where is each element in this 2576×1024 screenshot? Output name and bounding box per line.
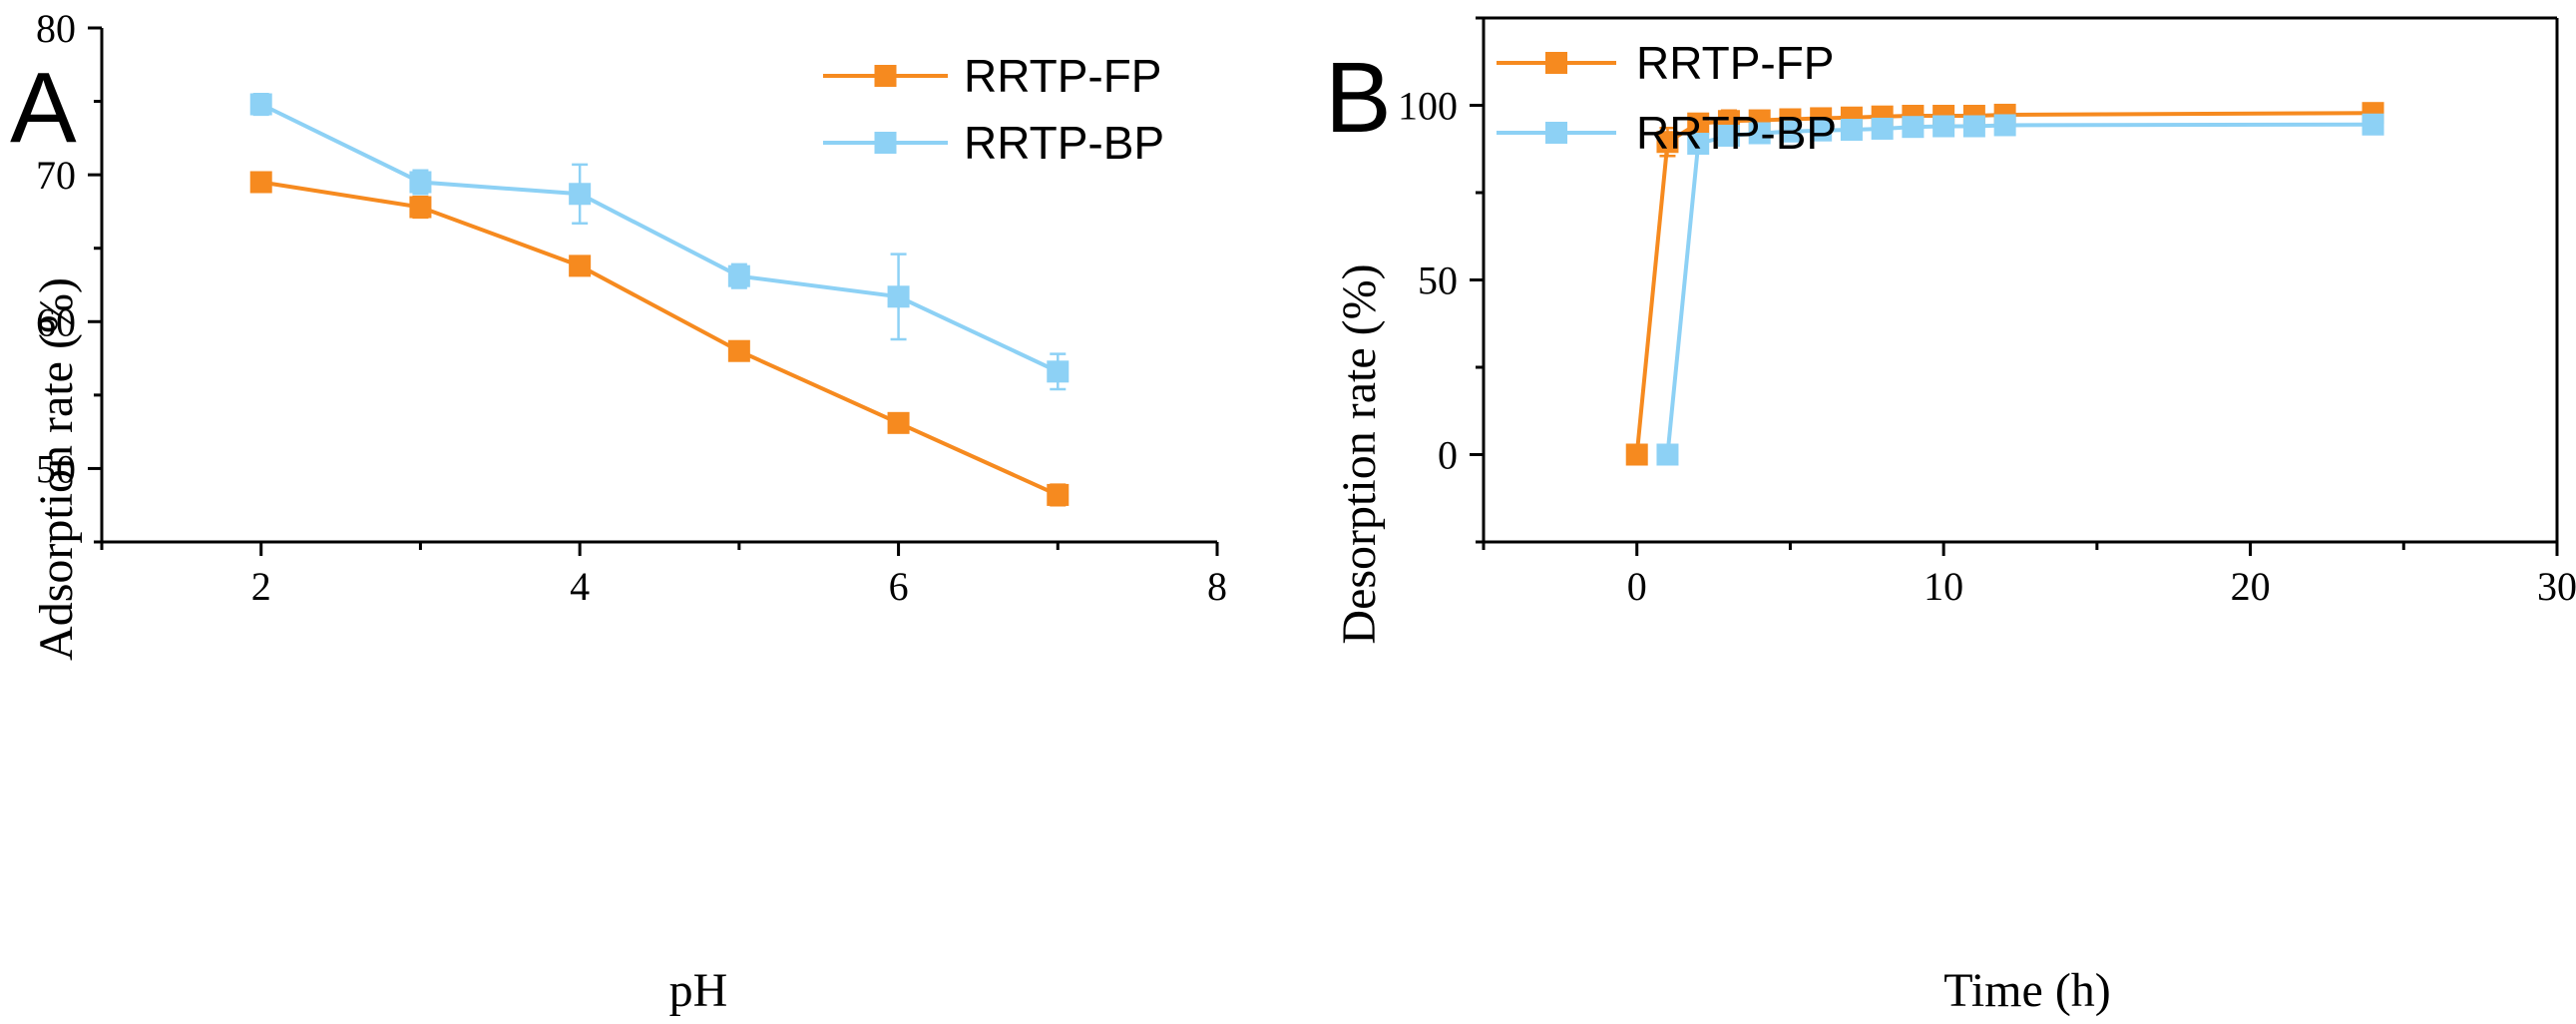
x-tick-label: 2	[251, 564, 271, 609]
data-point-bp	[569, 183, 592, 206]
panel-b-axes: 0 10 20 30 0 50 100	[1398, 16, 2576, 609]
series-line-fp	[260, 180, 1060, 497]
panel-a-label: A	[10, 52, 77, 164]
data-point-fp	[249, 171, 272, 194]
y-tick-label: 70	[36, 153, 76, 198]
panel-a: A 2 4 6 8 50 60 70 80 pH Adsorption rate (%) RR…	[10, 6, 1227, 1017]
series-line-bp	[259, 102, 1060, 374]
y-tick-label: 0	[1438, 433, 1458, 478]
data-point-fp	[887, 411, 910, 434]
legend-fp-label-b: RRTP-FP	[1636, 37, 1835, 89]
panel-a-x-axis-title: pH	[669, 964, 728, 1017]
data-point-bp	[887, 285, 910, 308]
legend-bp-marker-b	[1545, 122, 1567, 144]
data-point-bp	[1810, 119, 1833, 142]
data-point-fp	[1625, 443, 1648, 466]
panel-b-legend: RRTP-FP RRTP-BP	[1497, 37, 1837, 159]
panel-b-x-axis-title: Time (h)	[1943, 964, 2111, 1017]
data-point-bp	[2361, 113, 2384, 136]
data-point-bp	[1993, 114, 2016, 137]
series-line-fp	[1634, 111, 2373, 455]
data-point-fp	[409, 196, 432, 219]
legend-fp-marker-b	[1545, 52, 1567, 74]
data-point-fp	[727, 339, 750, 362]
panel-b-label: B	[1325, 42, 1392, 154]
data-point-fp	[569, 255, 592, 277]
data-point-bp	[1717, 124, 1740, 147]
legend-bp-marker-a	[874, 132, 897, 154]
panel-b-plot	[1625, 102, 2384, 466]
data-point-bp	[1748, 122, 1771, 145]
x-tick-label: 6	[889, 564, 909, 609]
y-tick-label: 50	[1418, 258, 1458, 303]
x-tick-label: 0	[1627, 564, 1647, 609]
x-tick-label: 10	[1924, 564, 1963, 609]
y-tick-label: 100	[1398, 84, 1458, 129]
data-point-bp	[1779, 120, 1802, 143]
data-point-bp	[727, 264, 750, 287]
data-point-bp	[1871, 117, 1894, 140]
data-point-bp	[1687, 133, 1710, 155]
series-line-bp	[1665, 122, 2373, 455]
x-tick-label: 30	[2537, 564, 2576, 609]
panel-a-axes: 2 4 6 8 50 60 70 80	[36, 6, 1227, 609]
x-tick-label: 4	[570, 564, 590, 609]
data-point-bp	[409, 171, 432, 194]
legend-fp-marker-a	[874, 65, 897, 87]
data-point-bp	[1932, 115, 1955, 138]
legend-bp-label-a: RRTP-BP	[964, 117, 1164, 169]
x-tick-label: 20	[2231, 564, 2271, 609]
data-point-fp	[1047, 483, 1070, 506]
panel-b: B 0 10 20 30 0 50 100 Time (h) Desorption rate…	[1325, 16, 2576, 1017]
x-tick-label: 8	[1207, 564, 1227, 609]
data-point-bp	[1047, 360, 1070, 383]
y-tick-label: 50	[36, 446, 76, 491]
y-tick-label: 60	[36, 299, 76, 344]
data-point-bp	[1962, 115, 1985, 138]
panel-b-y-axis-title: Desorption rate (%)	[1333, 263, 1386, 644]
data-point-fp	[1687, 112, 1710, 135]
panel-a-plot	[249, 92, 1070, 507]
data-point-bp	[1656, 443, 1679, 466]
legend-bp-label-b: RRTP-BP	[1636, 107, 1837, 159]
y-tick-label: 80	[36, 6, 76, 51]
data-point-bp	[1840, 119, 1863, 141]
data-point-bp	[249, 93, 272, 116]
panel-a-legend: RRTP-FP RRTP-BP	[823, 50, 1164, 169]
data-point-bp	[1902, 116, 1925, 139]
panel-a-y-axis-title: Adsorption rate (%)	[30, 277, 83, 661]
legend-fp-label-a: RRTP-FP	[964, 50, 1162, 102]
data-point-fp	[1656, 131, 1679, 154]
